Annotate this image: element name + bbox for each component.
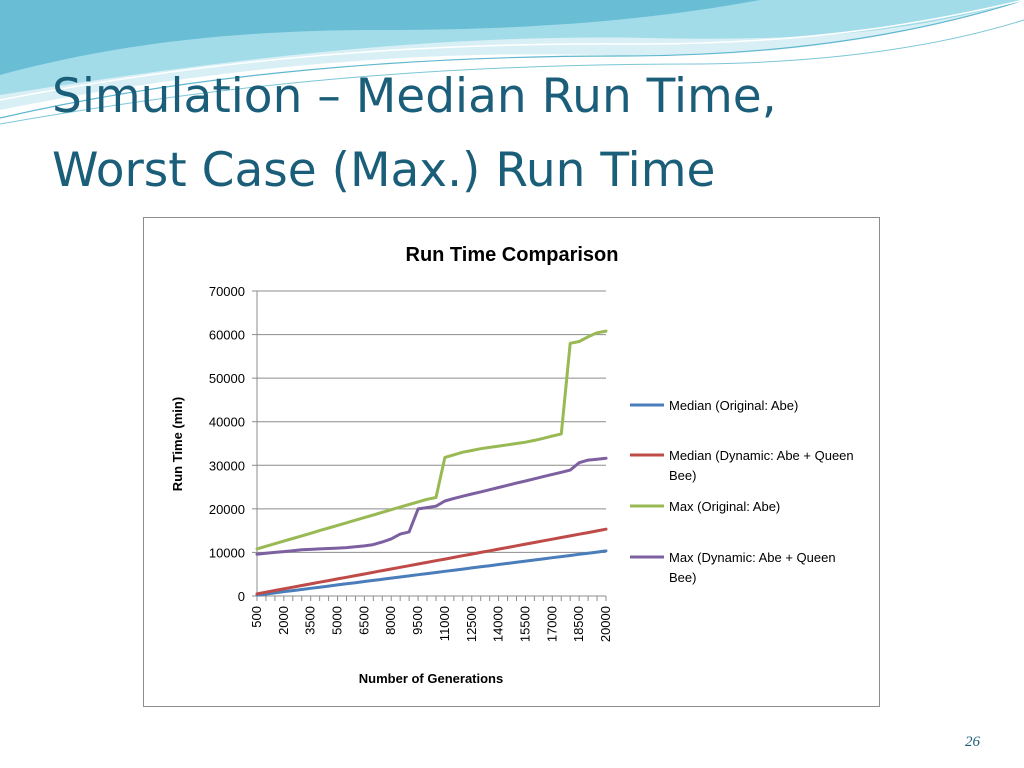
slide-title-line-2: Worst Case (Max.) Run Time bbox=[52, 143, 716, 198]
y-tick-label: 70000 bbox=[209, 284, 245, 299]
x-tick-label: 14000 bbox=[491, 606, 506, 642]
x-tick-label: 20000 bbox=[598, 606, 613, 642]
legend: Median (Original: Abe) Median (Dynamic: A… bbox=[630, 398, 854, 585]
y-tick-label: 10000 bbox=[209, 545, 245, 560]
run-time-chart: Run Time Comparison 0 10000 20000 30000 4000… bbox=[170, 244, 854, 686]
wave-line-1 bbox=[0, 0, 1024, 119]
series-line-3 bbox=[255, 329, 608, 551]
chart-frame: Run Time Comparison 0 10000 20000 30000 4000… bbox=[143, 217, 880, 707]
wave-line-3 bbox=[0, 19, 1024, 125]
gridlines bbox=[257, 290, 606, 553]
y-tick-label: 20000 bbox=[209, 502, 245, 517]
chart-title: Run Time Comparison bbox=[406, 244, 619, 266]
legend-label-1: Median (Original: Abe) bbox=[669, 398, 798, 413]
y-tick-label: 0 bbox=[238, 589, 245, 604]
y-tick-label: 30000 bbox=[209, 458, 245, 473]
x-tick-label: 2000 bbox=[276, 606, 291, 635]
legend-label-4: Max (Dynamic: Abe + Queen Bee) bbox=[669, 550, 836, 585]
axes bbox=[252, 290, 607, 601]
series-line-2 bbox=[255, 527, 608, 596]
x-axis-label: Number of Generations bbox=[359, 671, 503, 686]
x-tick-label: 3500 bbox=[303, 606, 318, 635]
x-tick-label: 5000 bbox=[330, 606, 345, 635]
x-tick-label: 17000 bbox=[544, 606, 559, 642]
x-tick-label: 12500 bbox=[464, 606, 479, 642]
wave-dark bbox=[0, 0, 760, 75]
series-lines bbox=[255, 329, 608, 597]
x-tick-label: 15500 bbox=[517, 606, 532, 642]
page-number: 26 bbox=[965, 734, 980, 750]
series-line-1 bbox=[255, 549, 608, 597]
series-line-4 bbox=[255, 456, 608, 556]
x-tick-label: 6500 bbox=[356, 606, 371, 635]
y-tick-label: 50000 bbox=[209, 371, 245, 386]
wave-line-2 bbox=[0, 0, 1024, 101]
x-tick-label: 11000 bbox=[437, 606, 452, 641]
y-tick-label: 40000 bbox=[209, 415, 245, 430]
y-tick-labels: 0 10000 20000 30000 40000 50000 60000 70000 bbox=[209, 284, 245, 604]
slide-title: Simulation – Median Run Time, Worst Case… bbox=[52, 60, 952, 208]
x-tick-label: 9500 bbox=[410, 606, 425, 635]
legend-label-3: Max (Original: Abe) bbox=[669, 499, 780, 514]
y-tick-label: 60000 bbox=[209, 328, 245, 343]
header-wave-decoration bbox=[0, 0, 1024, 125]
x-tick-labels: 500 2000 3500 5000 6500 8000 9500 11000 12500 140… bbox=[249, 606, 613, 642]
x-tick-label: 18500 bbox=[571, 606, 586, 642]
slide-title-line-1: Simulation – Median Run Time, bbox=[52, 69, 777, 124]
x-tick-label: 500 bbox=[249, 606, 264, 628]
y-axis-label: Run Time (min) bbox=[170, 397, 185, 491]
legend-label-2: Median (Dynamic: Abe + Queen Bee) bbox=[669, 448, 854, 483]
x-tick-label: 8000 bbox=[383, 606, 398, 635]
